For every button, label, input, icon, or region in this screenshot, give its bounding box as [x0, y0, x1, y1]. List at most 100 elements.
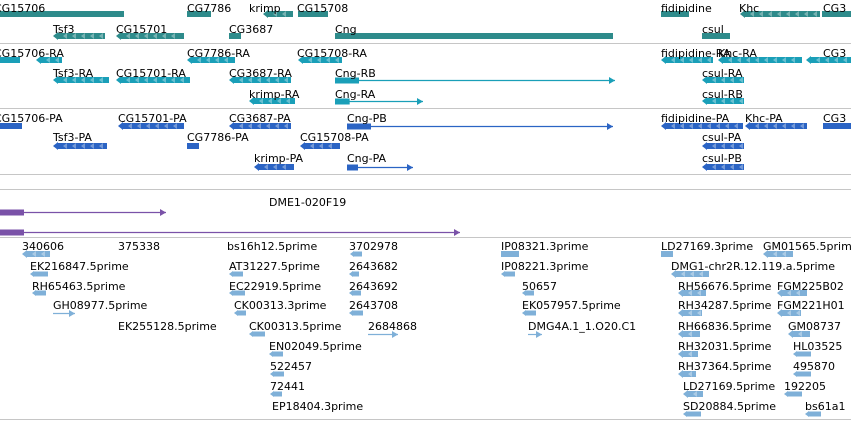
rna-feature-glyph[interactable] — [806, 56, 851, 64]
est-feature-glyph[interactable] — [249, 331, 265, 337]
est-feature-glyph[interactable] — [671, 270, 709, 278]
est-feature-glyph[interactable] — [32, 290, 46, 296]
protein-feature-glyph[interactable] — [229, 122, 291, 130]
protein-feature-glyph[interactable] — [661, 122, 743, 130]
gene-feature-glyph[interactable] — [116, 32, 184, 40]
rna-feature-label[interactable]: csul-RA — [702, 67, 743, 80]
protein-feature-glyph[interactable] — [745, 122, 807, 130]
est-feature-glyph[interactable] — [350, 251, 362, 257]
est-feature-label[interactable]: SD20884.5prime — [683, 400, 776, 413]
rna-feature-glyph[interactable] — [187, 56, 235, 64]
est-feature-label[interactable]: 340606 — [22, 240, 64, 253]
protein-feature-label[interactable]: fidipidine-PA — [661, 112, 730, 125]
gene-feature-label[interactable]: csul — [702, 23, 724, 36]
est-feature-glyph[interactable] — [30, 271, 48, 277]
est-feature-glyph[interactable] — [777, 309, 801, 317]
gene-feature-label[interactable]: CG3 — [823, 2, 847, 15]
rna-feature-label[interactable]: CG15706-RA — [0, 47, 64, 60]
rna-feature-glyph[interactable] — [36, 56, 62, 64]
rna-feature-label[interactable]: fidipidine-RA — [661, 47, 731, 60]
protein-feature-glyph[interactable] — [823, 123, 851, 129]
est-feature-label[interactable]: RH66836.5prime — [678, 320, 772, 333]
est-feature-glyph[interactable] — [501, 251, 519, 257]
gene-feature-glyph[interactable] — [335, 33, 613, 39]
est-feature-label[interactable]: 375338 — [118, 240, 160, 253]
est-feature-label[interactable]: bs61a1 — [805, 400, 846, 413]
est-feature-glyph[interactable] — [349, 310, 363, 316]
rna-feature-glyph[interactable] — [335, 98, 423, 105]
rna-feature-label[interactable]: Cng-RB — [335, 67, 376, 80]
rna-feature-label[interactable]: CG3 — [823, 47, 847, 60]
rna-feature-label[interactable]: CG15708-RA — [297, 47, 367, 60]
protein-feature-label[interactable]: CG3687-PA — [229, 112, 291, 125]
est-feature-glyph[interactable] — [683, 411, 701, 417]
protein-feature-glyph[interactable] — [254, 163, 294, 171]
est-feature-label[interactable]: 2643682 — [349, 260, 398, 273]
est-feature-label[interactable]: RH32031.5prime — [678, 340, 772, 353]
rna-feature-glyph[interactable] — [702, 76, 744, 84]
protein-feature-label[interactable]: Khc-PA — [745, 112, 783, 125]
rna-feature-glyph[interactable] — [702, 97, 744, 105]
protein-feature-label[interactable]: CG7786-PA — [187, 131, 249, 144]
est-feature-label[interactable]: 2643708 — [349, 299, 398, 312]
rna-feature-glyph[interactable] — [0, 57, 20, 63]
rna-feature-glyph[interactable] — [718, 56, 802, 64]
est-feature-label[interactable]: GM08737 — [788, 320, 842, 333]
protein-feature-label[interactable]: krimp-PA — [254, 152, 304, 165]
est-feature-glyph[interactable] — [678, 350, 698, 358]
gene-feature-glyph[interactable] — [229, 33, 241, 39]
est-feature-label[interactable]: CK00313.3prime — [234, 299, 327, 312]
est-feature-label[interactable]: FGM221H01 — [777, 299, 845, 312]
est-feature-glyph[interactable] — [678, 330, 700, 338]
gene-feature-label[interactable]: CG15708 — [297, 2, 349, 15]
est-feature-label[interactable]: RH34287.5prime — [678, 299, 772, 312]
gene-feature-label[interactable]: fidipidine — [661, 2, 712, 15]
est-feature-glyph[interactable] — [763, 250, 793, 258]
est-feature-label[interactable]: 72441 — [270, 380, 305, 393]
protein-feature-glyph[interactable] — [53, 142, 107, 150]
est-feature-label[interactable]: LD27169.5prime — [683, 380, 776, 393]
gene-feature-glyph[interactable] — [0, 11, 124, 17]
protein-feature-glyph[interactable] — [187, 143, 199, 149]
protein-feature-label[interactable]: CG15706-PA — [0, 112, 63, 125]
est-feature-label[interactable]: IP08221.3prime — [501, 260, 589, 273]
est-feature-glyph[interactable] — [784, 391, 802, 397]
rna-feature-glyph[interactable] — [229, 76, 291, 84]
gene-feature-label[interactable]: Cng — [335, 23, 357, 36]
est-feature-label[interactable]: 522457 — [270, 360, 312, 373]
est-feature-glyph[interactable] — [270, 371, 284, 377]
gene-feature-glyph[interactable] — [822, 11, 851, 17]
est-feature-label[interactable]: RH65463.5prime — [32, 280, 126, 293]
rna-feature-label[interactable]: Khc-RA — [718, 47, 757, 60]
protein-feature-label[interactable]: CG15708-PA — [300, 131, 369, 144]
protein-feature-label[interactable]: Cng-PA — [347, 152, 387, 165]
protein-feature-glyph[interactable] — [702, 142, 744, 150]
est-feature-label[interactable]: FGM225B02 — [777, 280, 844, 293]
clone-feature-label[interactable]: DME1-020F19 — [269, 196, 347, 209]
rna-feature-glyph[interactable] — [116, 76, 190, 84]
gene-feature-glyph[interactable] — [298, 11, 328, 17]
est-feature-glyph[interactable] — [793, 371, 811, 377]
est-feature-glyph[interactable] — [349, 290, 361, 296]
est-feature-glyph[interactable] — [368, 331, 398, 338]
gene-feature-label[interactable]: krimp — [249, 2, 281, 15]
est-feature-glyph[interactable] — [661, 251, 673, 257]
rna-feature-label[interactable]: CG3687-RA — [229, 67, 292, 80]
gene-feature-label[interactable]: Khc — [739, 2, 760, 15]
est-feature-label[interactable]: HL03525 — [793, 340, 843, 353]
gene-feature-glyph[interactable] — [702, 33, 730, 39]
est-feature-label[interactable]: GH08977.5prime — [53, 299, 148, 312]
gene-feature-glyph[interactable] — [661, 11, 689, 17]
protein-feature-glyph[interactable] — [300, 142, 340, 150]
gene-feature-label[interactable]: CG15706 — [0, 2, 46, 15]
est-feature-label[interactable]: 192205 — [784, 380, 826, 393]
protein-feature-glyph[interactable] — [702, 163, 744, 171]
protein-feature-label[interactable]: CG15701-PA — [118, 112, 187, 125]
est-feature-label[interactable]: IP08321.3prime — [501, 240, 589, 253]
est-feature-glyph[interactable] — [678, 289, 706, 297]
clone-feature-glyph[interactable] — [0, 209, 166, 216]
est-feature-glyph[interactable] — [683, 390, 703, 398]
est-feature-label[interactable]: LD27169.3prime — [661, 240, 754, 253]
est-feature-glyph[interactable] — [22, 250, 50, 258]
gene-feature-label[interactable]: CG15701 — [116, 23, 168, 36]
